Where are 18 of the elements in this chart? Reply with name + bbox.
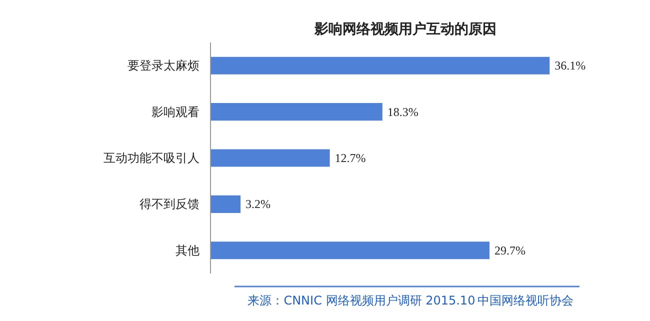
y-tick-label: 得不到反馈 bbox=[140, 197, 200, 212]
y-tick-label: 其他 bbox=[176, 243, 200, 258]
source-note: 来源：CNNIC 网络视频用户调研 2015.10 bbox=[248, 294, 476, 308]
bar bbox=[210, 149, 330, 167]
y-tick-label: 要登录太麻烦 bbox=[128, 58, 200, 73]
bar bbox=[210, 195, 241, 213]
data-label: 12.7% bbox=[334, 151, 366, 165]
chart-title: 影响网络视频用户互动的原因 bbox=[314, 20, 496, 38]
bar bbox=[210, 242, 490, 260]
bar bbox=[210, 103, 382, 121]
data-label: 18.3% bbox=[387, 104, 418, 119]
y-tick-label: 互动功能不吸引人 bbox=[104, 151, 200, 165]
bar bbox=[210, 56, 550, 74]
y-tick-label: 影响观看 bbox=[152, 104, 200, 119]
data-label: 29.7% bbox=[494, 243, 526, 258]
data-label: 36.1% bbox=[554, 58, 586, 73]
data-label: 3.2% bbox=[246, 197, 271, 212]
text: 中国网络视听协会 bbox=[478, 294, 574, 308]
